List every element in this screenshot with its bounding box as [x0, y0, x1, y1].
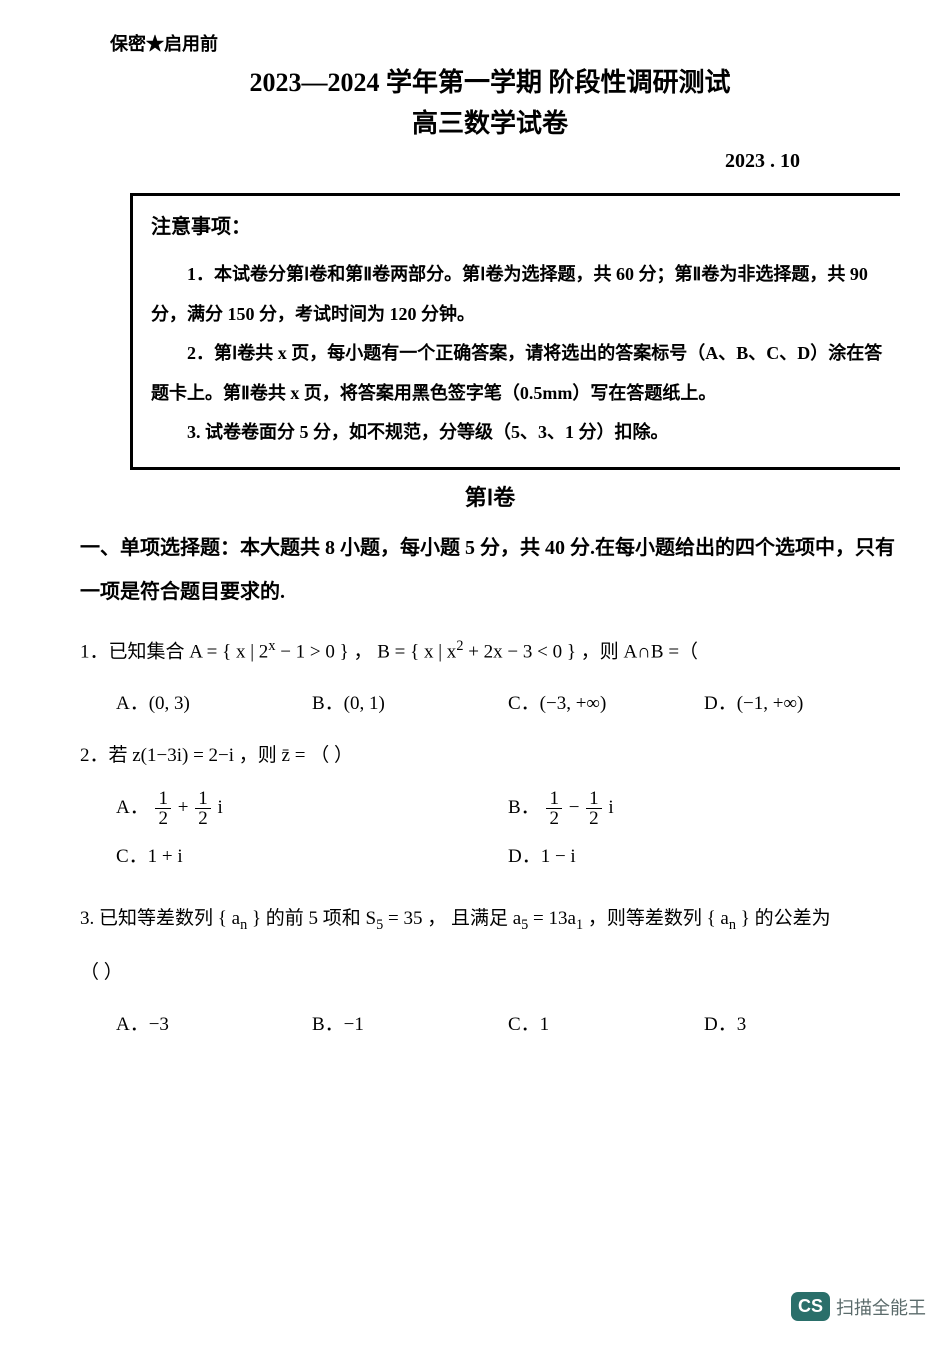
q2-b-den1: 2 [546, 809, 562, 828]
q2-options: A． 12 + 12 i B． 12 − 12 i C．1 + i D．1 − … [80, 789, 900, 886]
q3-option-c: C．1 [508, 1006, 704, 1044]
notice-item-3: 3. 试卷卷面分 5 分，如不规范，分等级（5、3、1 分）扣除。 [151, 413, 888, 453]
q2-option-c: C．1 + i [116, 838, 508, 876]
q2-a-suf: i [217, 797, 222, 818]
notice-item-1: 1．本试卷分第Ⅰ卷和第Ⅱ卷两部分。第Ⅰ卷为选择题，共 60 分；第Ⅱ卷为非选择题… [151, 255, 888, 334]
q2-a-num2: 1 [195, 789, 211, 809]
q2-a-pre: A． [116, 797, 149, 818]
q1-option-d: D．(−1, +∞) [704, 685, 900, 723]
q1-stem: 1．已知集合 A = { x | 2x − 1 > 0 } ， B = { x … [80, 632, 900, 671]
question-2: 2．若 z(1−3i) = 2−i ，则 z̄ = （ ） A． 12 + 12… [80, 737, 900, 886]
section-1-instructions: 一、单项选择题：本大题共 8 小题，每小题 5 分，共 40 分.在每小题给出的… [80, 526, 900, 614]
title-sub: 高三数学试卷 [80, 103, 900, 140]
q2-b-den2: 2 [586, 809, 602, 828]
q2-option-b: B． 12 − 12 i [508, 789, 900, 828]
q2-option-d: D．1 − i [508, 838, 900, 876]
q1-option-a: A．(0, 3) [116, 685, 312, 723]
notice-item-2: 2．第Ⅰ卷共 x 页，每小题有一个正确答案，请将选出的答案标号（A、B、C、D）… [151, 334, 888, 413]
scanner-watermark: CS 扫描全能王 [791, 1292, 926, 1321]
q3-stem: 3. 已知等差数列 { an } 的前 5 项和 S5 = 35 ， 且满足 a… [80, 900, 900, 939]
q2-a-den2: 2 [195, 809, 211, 828]
q1-stem-pre: 1．已知集合 A = { x | 2 [80, 641, 268, 662]
q3-s4: ，则等差数列 { a [583, 908, 729, 929]
q3-option-b: B．−1 [312, 1006, 508, 1044]
section-1-label: 第Ⅰ卷 [80, 480, 900, 512]
q1-option-b: B．(0, 1) [312, 685, 508, 723]
q2-b-mid: − [569, 797, 584, 818]
q1-options: A．(0, 3) B．(0, 1) C．(−3, +∞) D．(−1, +∞) [80, 685, 900, 723]
q3-options: A．−3 B．−1 C．1 D．3 [80, 1006, 900, 1044]
q3-option-a: A．−3 [116, 1006, 312, 1044]
title-main: 2023—2024 学年第一学期 阶段性调研测试 [80, 62, 900, 99]
q3-s5: } 的公差为 [736, 908, 831, 929]
q2-a-den1: 2 [155, 809, 171, 828]
notice-title: 注意事项： [151, 210, 888, 239]
question-3: 3. 已知等差数列 { an } 的前 5 项和 S5 = 35 ， 且满足 a… [80, 900, 900, 1043]
notice-box: 注意事项： 1．本试卷分第Ⅰ卷和第Ⅱ卷两部分。第Ⅰ卷为选择题，共 60 分；第Ⅱ… [130, 193, 900, 470]
q3-s2: = 35 ， 且满足 a [383, 908, 521, 929]
q2-option-a: A． 12 + 12 i [116, 789, 508, 828]
q3-option-d: D．3 [704, 1006, 900, 1044]
q2-b-suf: i [608, 797, 613, 818]
q3-s1: } 的前 5 项和 S [247, 908, 376, 929]
q3-s3: = 13a [528, 908, 576, 929]
q3-s0: 3. 已知等差数列 { a [80, 908, 240, 929]
q2-stem: 2．若 z(1−3i) = 2−i ，则 z̄ = （ ） [80, 737, 900, 775]
q2-b-pre: B． [508, 797, 540, 818]
q1-option-c: C．(−3, +∞) [508, 685, 704, 723]
watermark-badge: CS [791, 1292, 830, 1321]
q2-b-num1: 1 [546, 789, 562, 809]
question-1: 1．已知集合 A = { x | 2x − 1 > 0 } ， B = { x … [80, 632, 900, 723]
confidential-label: 保密★启用前 [110, 30, 900, 56]
q1-stem-mid1: − 1 > 0 } ， B = { x | x [275, 641, 456, 662]
exam-date: 2023 . 10 [80, 150, 800, 173]
q2-a-mid: + [178, 797, 193, 818]
q2-a-num1: 1 [155, 789, 171, 809]
watermark-text: 扫描全能王 [836, 1294, 926, 1320]
q1-stem-mid2: + 2x − 3 < 0 } ，则 A∩B =（ [463, 641, 698, 662]
q2-b-num2: 1 [586, 789, 602, 809]
q3-paren: （ ） [80, 954, 900, 992]
